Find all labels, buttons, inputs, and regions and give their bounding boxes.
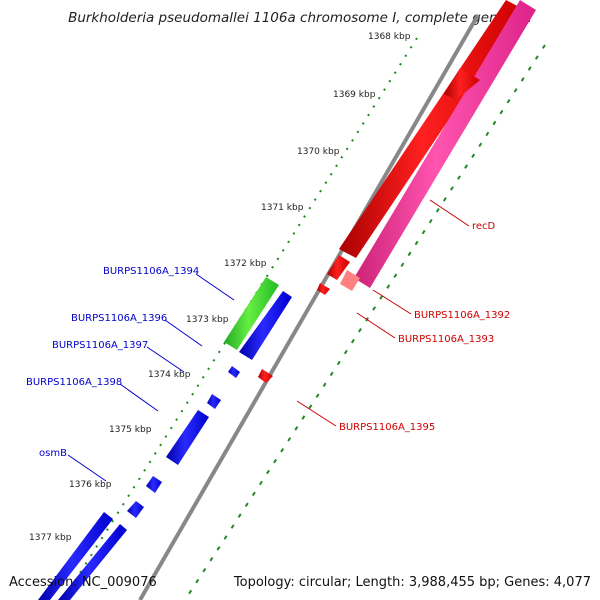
backbone-line <box>138 13 480 600</box>
forward-gene-labels: BURPS1106A_1394 BURPS1106A_1396 BURPS110… <box>26 266 235 482</box>
reverse-gene-labels: recD BURPS1106A_1392 BURPS1106A_1393 BUR… <box>296 199 510 433</box>
tick-label: 1369 kbp <box>333 90 376 100</box>
gene-label-BURPS1106A_1395[interactable]: BURPS1106A_1395 <box>339 422 435 433</box>
gene-BURPS1106A_1394-bar[interactable] <box>224 277 279 350</box>
gene-BURPS1106A_1397-bar[interactable] <box>228 366 240 378</box>
gene-forward-long[interactable] <box>166 410 209 465</box>
tick-label: 1375 kbp <box>109 425 152 435</box>
gene-forward-bottom-1[interactable] <box>38 512 113 600</box>
gene-label-BURPS1106A_1397[interactable]: BURPS1106A_1397 <box>52 340 148 351</box>
gene-recD-bar[interactable] <box>339 0 523 258</box>
tick-label: 1377 kbp <box>29 533 72 543</box>
tick-label: 1370 kbp <box>297 147 340 157</box>
gene-BURPS1106A_1392-bar[interactable] <box>327 255 350 280</box>
tick-label: 1374 kbp <box>148 370 191 380</box>
topology-summary-text: Topology: circular; Length: 3,988,455 bp… <box>233 575 591 590</box>
gene-BURPS1106A_1396-bar[interactable] <box>239 291 292 360</box>
gene-label-BURPS1106A_1394[interactable]: BURPS1106A_1394 <box>103 266 199 277</box>
gene-label-BURPS1106A_1393[interactable]: BURPS1106A_1393 <box>398 334 494 345</box>
map-title: Burkholderia pseudomallei 1106a chromoso… <box>68 10 532 26</box>
tick-label: 1373 kbp <box>186 315 229 325</box>
gene-BURPS1106A_1398-bar[interactable] <box>207 394 221 409</box>
gene-label-BURPS1106A_1396[interactable]: BURPS1106A_1396 <box>71 313 167 324</box>
tick-label: 1376 kbp <box>69 480 112 490</box>
gene-label-osmB[interactable]: osmB <box>39 448 67 459</box>
gene-forward-small[interactable] <box>127 501 144 518</box>
gene-forward-bottom-2[interactable] <box>58 524 127 600</box>
tick-label: 1368 kbp <box>368 32 411 42</box>
gene-label-recD[interactable]: recD <box>472 221 496 232</box>
tick-label: 1372 kbp <box>224 259 267 269</box>
gene-BURPS1106A_1393-bar[interactable] <box>340 270 360 291</box>
gene-label-BURPS1106A_1392[interactable]: BURPS1106A_1392 <box>414 310 510 321</box>
gene-BURPS1106A_1395-bar[interactable] <box>258 369 273 383</box>
gene-osmB-bar[interactable] <box>146 476 162 493</box>
gene-recD-pink-bar[interactable] <box>354 0 536 288</box>
gene-label-BURPS1106A_1398[interactable]: BURPS1106A_1398 <box>26 377 122 388</box>
gene-small-red[interactable] <box>317 283 330 295</box>
tick-label: 1371 kbp <box>261 203 304 213</box>
accession-text: Accession: NC_009076 <box>9 575 157 590</box>
scale-ticks: 1368 kbp 1369 kbp 1370 kbp 1371 kbp 1372… <box>29 32 411 543</box>
gene-upper-red[interactable] <box>444 68 480 100</box>
